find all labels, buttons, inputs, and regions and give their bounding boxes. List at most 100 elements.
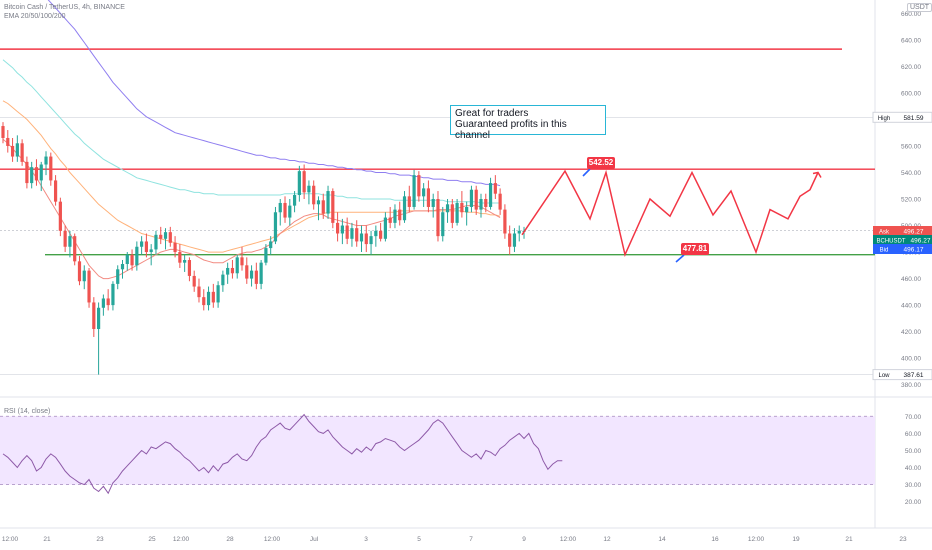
ema-legend: EMA 20/50/100/200 — [4, 13, 66, 20]
candle-body — [359, 233, 364, 242]
time-tick-label: 9 — [522, 536, 526, 543]
candle-body — [503, 209, 507, 234]
candle-body — [135, 246, 139, 266]
candle — [245, 257, 249, 284]
candle — [278, 199, 282, 226]
ema50-line — [2, 100, 501, 253]
candle-body — [417, 175, 421, 197]
candle-body — [484, 199, 488, 207]
resistance-level-tag: 542.52 — [587, 157, 615, 169]
candle — [249, 265, 254, 287]
candle-body — [460, 202, 464, 213]
candle — [431, 193, 435, 218]
candle-body — [422, 188, 426, 197]
candle-body — [206, 291, 211, 306]
candle-body — [140, 241, 144, 247]
candle-body — [68, 236, 72, 247]
candle — [388, 206, 392, 229]
rsi-tick-label: 30.00 — [905, 482, 922, 489]
high-tag-value-box — [895, 112, 932, 123]
currency-badge: USDT — [907, 3, 932, 12]
candle-body — [312, 185, 316, 205]
candle-body — [254, 270, 258, 284]
candle — [44, 151, 48, 176]
candle — [316, 196, 321, 221]
candle — [455, 199, 459, 226]
candle-body — [326, 191, 330, 214]
candle-body — [25, 161, 29, 184]
time-tick-label: 3 — [364, 536, 368, 543]
candle — [197, 278, 201, 303]
candle-body — [15, 143, 19, 157]
time-tick-label: 12:00 — [748, 536, 765, 543]
candle — [498, 188, 502, 215]
candle — [355, 220, 359, 247]
candle-body — [73, 236, 77, 262]
candle-body — [426, 188, 431, 207]
time-tick-label: Jul — [310, 536, 319, 543]
candle — [369, 230, 373, 255]
candle-body — [154, 234, 158, 250]
projection-zigzag — [521, 169, 819, 258]
candle-body — [355, 228, 359, 242]
candle — [297, 165, 301, 202]
time-tick-label: 21 — [845, 536, 853, 543]
candle — [254, 262, 258, 290]
candle-body — [125, 254, 129, 264]
candle — [206, 286, 211, 311]
candle — [302, 164, 306, 199]
projection-arrowhead — [812, 171, 822, 178]
candle — [512, 228, 517, 253]
rsi-tick-label: 50.00 — [905, 448, 922, 455]
bid-tag-label: Bid — [880, 248, 889, 254]
candle — [116, 265, 120, 290]
candle — [173, 236, 177, 258]
candle — [359, 225, 364, 253]
candle — [125, 252, 129, 271]
symbol-tag-label: BCHUSDT — [876, 239, 905, 245]
candle — [216, 281, 220, 308]
candle-body — [30, 167, 34, 184]
candle — [140, 236, 144, 255]
candle-body — [374, 230, 378, 237]
rsi-band — [0, 416, 875, 485]
candle-body — [192, 275, 196, 287]
candle — [269, 236, 273, 255]
candle — [168, 226, 172, 247]
candle-body — [163, 232, 168, 239]
high-tag-label: High — [878, 116, 890, 122]
price-tick-label: 420.00 — [901, 329, 921, 336]
candle-body — [469, 189, 474, 207]
price-tick-label: 640.00 — [901, 37, 921, 44]
candle — [15, 135, 19, 162]
candle — [436, 191, 440, 242]
price-tick-label: 380.00 — [901, 382, 921, 389]
price-tick-label: 440.00 — [901, 303, 921, 310]
ema-lines — [2, 0, 501, 280]
candle-body — [111, 283, 115, 306]
candle-body — [445, 204, 450, 213]
candle — [331, 188, 335, 229]
candle-body — [221, 274, 225, 286]
candle — [460, 191, 464, 218]
time-tick-label: 12:00 — [173, 536, 190, 543]
candle — [345, 217, 349, 245]
ema20-line — [2, 138, 501, 280]
candles — [1, 122, 526, 375]
candle-body — [388, 217, 392, 223]
candle-body — [82, 270, 86, 282]
candle-body — [240, 257, 244, 266]
candle — [101, 294, 105, 316]
candle — [163, 228, 168, 250]
symbol-tag-value: 496.27 — [911, 238, 931, 245]
price-tick-label: 460.00 — [901, 276, 921, 283]
price-tick-label: 660.00 — [901, 11, 921, 18]
candle — [441, 206, 445, 242]
price-tick-label: 540.00 — [901, 170, 921, 177]
low-tag-border — [872, 369, 932, 381]
candle-body — [345, 225, 349, 239]
candle — [159, 226, 163, 245]
candle-body — [383, 217, 387, 239]
candle-body — [288, 205, 292, 218]
